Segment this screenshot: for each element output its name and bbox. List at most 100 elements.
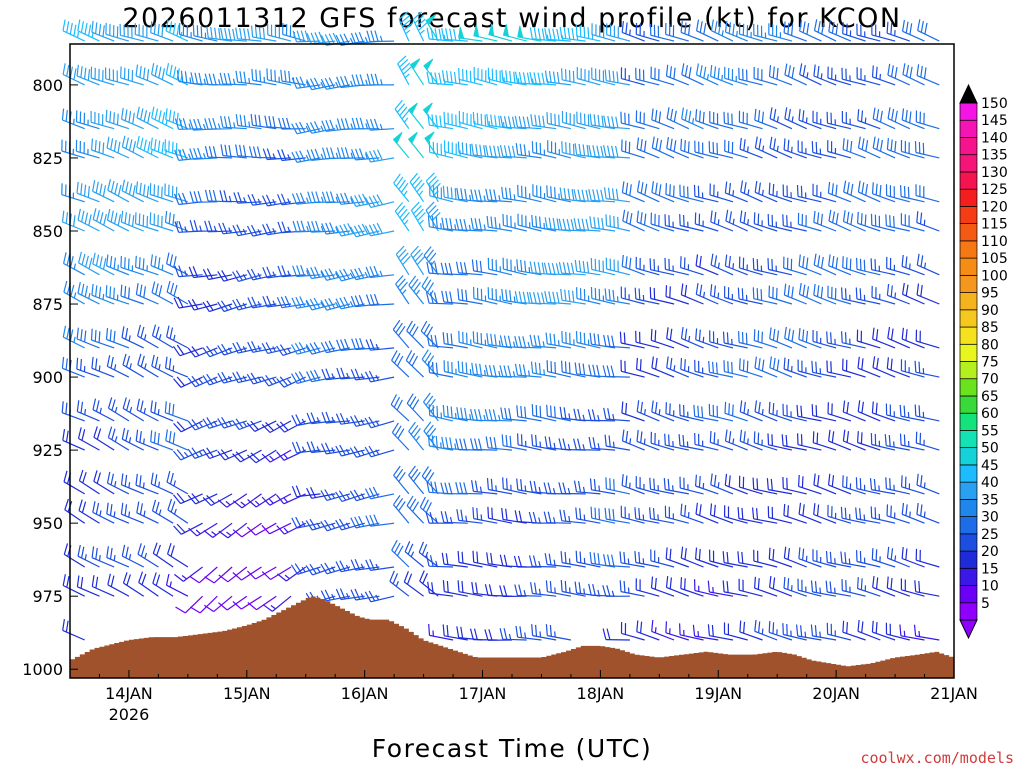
- barb-full: [281, 265, 287, 277]
- barb-full: [429, 208, 439, 218]
- barb-staff: [473, 518, 498, 524]
- barb-full: [320, 490, 328, 501]
- wind-barb: [220, 27, 247, 42]
- barb-full: [592, 583, 596, 596]
- barb-full: [575, 550, 578, 563]
- barb-staff: [237, 124, 262, 130]
- barb-full: [169, 254, 174, 266]
- barb-full: [830, 361, 832, 373]
- barb-half: [513, 194, 516, 201]
- wind-barb: [406, 495, 425, 524]
- barb-full: [373, 293, 379, 306]
- barb-full: [805, 330, 809, 343]
- barb-full: [798, 328, 801, 340]
- barb-full: [754, 400, 758, 412]
- barb-full: [218, 222, 224, 235]
- wind-barb: [664, 257, 689, 276]
- barb-full: [514, 584, 519, 596]
- barb-half: [345, 522, 350, 529]
- barb-full: [715, 362, 718, 374]
- wind-barb: [753, 549, 778, 568]
- barb-full: [435, 362, 438, 375]
- barb-half: [184, 270, 188, 277]
- barb-half: [305, 125, 310, 132]
- barb-full: [81, 210, 85, 223]
- wind-barb: [573, 480, 601, 495]
- wind-barb: [501, 186, 527, 203]
- barb-full: [227, 116, 232, 128]
- barb-full: [752, 258, 755, 270]
- barb-full: [353, 415, 361, 426]
- barb-full: [76, 327, 79, 340]
- barb-staff: [769, 367, 793, 378]
- barb-staff: [150, 265, 174, 276]
- barb-full: [151, 63, 155, 75]
- barb-full: [731, 361, 733, 374]
- barb-half: [284, 574, 290, 580]
- barb-full: [392, 319, 401, 330]
- barb-full: [885, 214, 887, 226]
- wind-barb: [739, 429, 763, 451]
- barb-staff: [710, 441, 734, 451]
- barb-full: [684, 65, 688, 77]
- barb-full: [247, 454, 257, 464]
- barb-full: [376, 194, 384, 205]
- barb-full: [761, 111, 764, 124]
- wind-barb: [134, 212, 159, 232]
- barb-full: [538, 362, 541, 375]
- barb-staff: [739, 369, 763, 378]
- wind-barb: [105, 67, 130, 86]
- barb-full: [340, 367, 346, 379]
- barb-staff: [783, 633, 807, 641]
- barb-full: [886, 138, 889, 150]
- barb-full: [754, 108, 757, 121]
- barb-half: [480, 514, 483, 521]
- barb-half: [440, 442, 442, 449]
- barb-half: [435, 517, 438, 524]
- barb-half: [287, 379, 292, 385]
- barb-full: [844, 288, 847, 300]
- barb-full: [541, 292, 545, 304]
- barb-half: [553, 517, 556, 523]
- barb-full: [66, 21, 70, 33]
- barb-full: [176, 376, 185, 386]
- barb-staff: [311, 274, 336, 280]
- barb-staff: [636, 440, 660, 451]
- barb-staff: [636, 33, 660, 42]
- barb-full: [136, 135, 140, 148]
- barb-full: [307, 191, 312, 203]
- barb-full: [391, 539, 398, 551]
- wind-barb: [500, 407, 527, 422]
- barb-full: [418, 22, 428, 31]
- barb-full: [77, 544, 81, 557]
- barb-half: [335, 226, 339, 233]
- barb-full: [354, 516, 361, 528]
- barb-full: [471, 259, 475, 271]
- barb-full: [546, 112, 549, 124]
- wind-barb: [470, 438, 498, 451]
- wind-barb: [235, 114, 262, 130]
- barb-full: [499, 335, 504, 347]
- barb-staff: [665, 33, 689, 42]
- barb-full: [474, 480, 478, 492]
- barb-full: [456, 187, 460, 200]
- barb-full: [138, 257, 141, 269]
- barb-staff: [370, 347, 395, 351]
- wind-barb: [680, 21, 704, 42]
- barb-full: [80, 401, 84, 414]
- barb-staff: [458, 591, 483, 597]
- barb-full: [137, 324, 141, 337]
- barb-full: [768, 65, 772, 77]
- barb-staff: [695, 558, 719, 568]
- barb-full: [587, 27, 590, 39]
- wind-barb: [62, 619, 85, 641]
- barb-full: [174, 149, 180, 161]
- barb-full: [408, 465, 416, 476]
- barb-full: [593, 552, 596, 565]
- barb-staff: [725, 484, 748, 495]
- barb-full: [857, 136, 861, 149]
- barb-full: [456, 626, 460, 638]
- barb-full: [402, 255, 411, 266]
- barb-full: [564, 69, 567, 81]
- barb-full: [577, 218, 581, 230]
